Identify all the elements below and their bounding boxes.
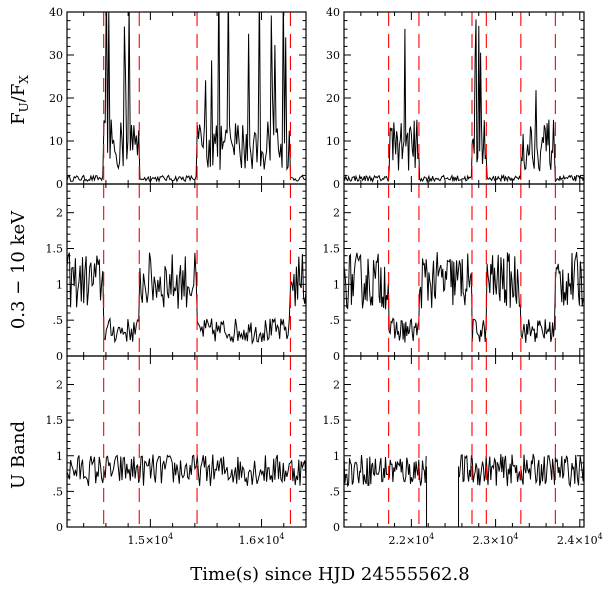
y-tick-label-r1-c0-3: 1.5: [46, 243, 64, 256]
x-tick-label-c1-1: 2.3×104: [473, 532, 519, 547]
series-line-r2-c0: [67, 454, 306, 486]
y-tick-label-r0-c1-2: 20: [326, 92, 340, 105]
y-tick-label-r1-c0-1: .5: [53, 314, 64, 327]
y-tick-label-r2-c0-0: 0: [56, 521, 63, 534]
y-axis-label-uband: U Band: [8, 421, 29, 489]
y-tick-label-r2-c0-1: .5: [53, 485, 64, 498]
y-tick-label-r2-c1-3: 1.5: [323, 414, 341, 427]
panel-r1-c0: 0 .5 1 1.5 2: [46, 183, 307, 363]
y-tick-label-r1-c1-1: .5: [330, 314, 341, 327]
y-tick-label-r2-c1-2: 1: [333, 450, 340, 463]
y-tick-label-r0-c0-4: 40: [49, 6, 63, 19]
y-tick-label-r0-c1-0: 0: [333, 178, 340, 191]
x-tick-label-c1-0: 2.2×104: [388, 532, 434, 547]
x-tick-label-c1-2: 2.4×104: [557, 532, 603, 547]
y-tick-label-r2-c1-0: 0: [333, 521, 340, 534]
y-tick-label-r2-c0-4: 2: [56, 379, 63, 392]
series-line-r2-c1: [344, 453, 584, 488]
y-tick-label-r0-c1-1: 10: [326, 135, 340, 148]
panel-r0-c1: 0 10 20 30 40: [326, 6, 585, 191]
y-tick-label-r1-c1-0: 0: [333, 350, 340, 363]
y-tick-label-r1-c0-4: 2: [56, 207, 63, 220]
series-line-r0-c0: [67, 12, 306, 183]
y-tick-label-r2-c0-3: 1.5: [46, 414, 64, 427]
series-line-r0-c1: [344, 19, 584, 184]
series-line-r1-c0: [67, 252, 306, 345]
series-line-r1-c1: [344, 252, 584, 343]
y-tick-label-r0-c0-3: 30: [49, 49, 63, 62]
panel-r2-c0: 0 .5 1 1.5 2 1.5×104 1.6×104: [46, 355, 307, 547]
y-tick-label-r1-c0-2: 1: [56, 278, 63, 291]
y-axis-label-ratio: FU/FX: [8, 75, 31, 125]
panel-r2-c1: 0 .5 1 1.5 2 2.2×104 2.3×104 2.4×104: [323, 355, 603, 547]
y-tick-label-r2-c1-4: 2: [333, 379, 340, 392]
y-tick-label-r1-c0-0: 0: [56, 350, 63, 363]
y-tick-label-r1-c1-3: 1.5: [323, 243, 341, 256]
panel-frame-r2-c1: [343, 355, 585, 528]
x-tick-label-c0-0: 1.5×104: [127, 532, 173, 547]
panel-frame-r1-c0: [66, 183, 307, 357]
y-tick-label-r1-c1-4: 2: [333, 207, 340, 220]
y-tick-label-r0-c0-2: 20: [49, 92, 63, 105]
y-axis-label-xray: 0.3 − 10 keV: [8, 210, 29, 329]
y-tick-label-r0-c1-3: 30: [326, 49, 340, 62]
y-label-sub-u: U: [17, 102, 31, 112]
x-axis-label: Time(s) since HJD 24555562.8: [190, 564, 469, 585]
panel-r0-c0: 0 10 20 30 40: [49, 6, 307, 191]
y-tick-label-r2-c0-2: 1: [56, 450, 63, 463]
x-tick-label-c0-1: 1.6×104: [239, 532, 285, 547]
panel-frame-r2-c0: [66, 355, 307, 528]
y-tick-label-r2-c1-1: .5: [330, 485, 341, 498]
y-axis-labels: FU/FX 0.3 − 10 keV U Band: [8, 75, 31, 489]
y-tick-label-r1-c1-2: 1: [333, 278, 340, 291]
y-label-sub-x: X: [17, 75, 31, 84]
y-tick-label-r0-c0-1: 10: [49, 135, 63, 148]
panel-r1-c1: 0 .5 1 1.5 2: [323, 183, 585, 363]
panel-frame-r0-c1: [343, 11, 585, 185]
y-tick-label-r0-c0-0: 0: [56, 178, 63, 191]
y-tick-label-r0-c1-4: 40: [326, 6, 340, 19]
